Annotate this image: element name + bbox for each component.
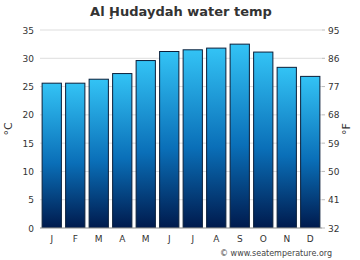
x-tick-label: A xyxy=(213,234,220,244)
bar xyxy=(183,50,202,228)
bars xyxy=(42,44,320,228)
x-tick-label: J xyxy=(167,234,171,244)
y2-tick-label: 32 xyxy=(328,224,339,234)
x-tick-label: F xyxy=(73,234,78,244)
grid-line xyxy=(40,30,322,31)
y-tick-label: 0 xyxy=(28,224,34,234)
y2-tick-label: 95 xyxy=(328,26,339,36)
bar xyxy=(207,48,226,228)
x-axis xyxy=(40,228,322,229)
y2-axis-label: °F xyxy=(340,123,353,135)
y-tick-label: 25 xyxy=(23,82,34,92)
y2-tick xyxy=(322,228,325,229)
y2-tick-label: 41 xyxy=(328,195,339,205)
grid-line xyxy=(40,58,322,59)
x-tick-label: N xyxy=(283,234,290,244)
bar xyxy=(277,67,296,228)
x-tick-label: D xyxy=(307,234,314,244)
bar xyxy=(254,52,273,228)
x-tick-label: A xyxy=(119,234,126,244)
source: © www.seatemperature.org xyxy=(220,249,332,258)
bar xyxy=(113,74,132,228)
grid-line xyxy=(40,228,322,229)
y2-tick-label: 77 xyxy=(328,82,339,92)
y-tick-label: 30 xyxy=(23,54,35,64)
y-tick-label: 10 xyxy=(23,167,35,177)
x-tick-label: J xyxy=(190,234,194,244)
y2-tick-label: 59 xyxy=(328,139,340,149)
y-tick-label: 20 xyxy=(23,110,35,120)
y-tick-label: 5 xyxy=(28,195,34,205)
x-tick-label: M xyxy=(142,234,150,244)
bar xyxy=(301,76,320,228)
y2-tick xyxy=(322,86,325,87)
y2-tick xyxy=(322,199,325,200)
bar xyxy=(230,44,249,228)
y2-tick xyxy=(322,114,325,115)
y2-tick xyxy=(322,143,325,144)
y2-tick xyxy=(322,171,325,172)
bar xyxy=(66,83,85,228)
y2-tick xyxy=(322,58,325,59)
chart: Al Ḩudaydah water temp 0 5 10 15 20 25 30 35 32 41… xyxy=(0,0,360,260)
y-tick-label: 35 xyxy=(23,26,34,36)
bar xyxy=(42,83,61,228)
title: Al Ḩudaydah water temp xyxy=(90,4,272,19)
y-axis-label: °C xyxy=(2,122,15,136)
x-tick-label: J xyxy=(49,234,53,244)
x-tick-label: M xyxy=(95,234,103,244)
bar xyxy=(89,79,108,228)
y-tick-label: 15 xyxy=(23,139,34,149)
x-tick-label: O xyxy=(260,234,267,244)
y2-tick xyxy=(322,30,325,31)
y2-tick-label: 86 xyxy=(328,54,340,64)
x-tick-label: S xyxy=(237,234,243,244)
bar xyxy=(136,61,155,228)
bar xyxy=(160,51,179,228)
y2-tick-label: 50 xyxy=(328,167,340,177)
y2-tick-label: 68 xyxy=(328,110,340,120)
